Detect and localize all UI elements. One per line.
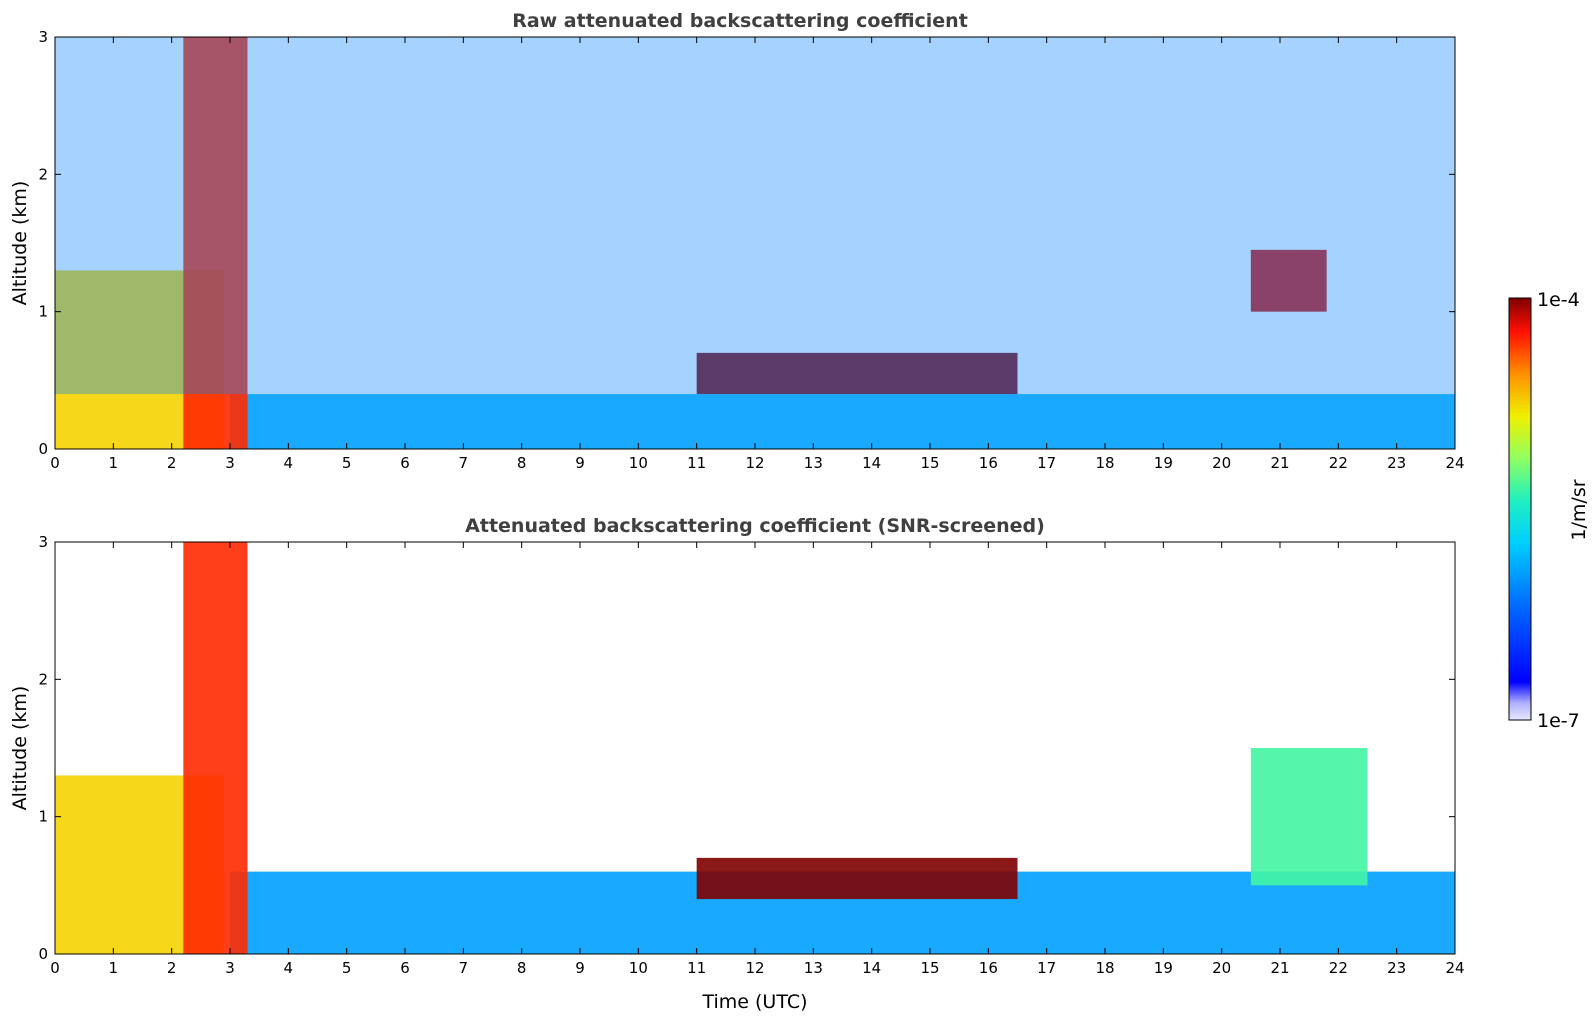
panel-screened-x-tick-label: 12 xyxy=(745,959,764,977)
panel-screened-x-tick-label: 9 xyxy=(575,959,585,977)
panel-screened-x-tick-label: 4 xyxy=(284,959,294,977)
panel-screened-y-tick-label: 0 xyxy=(38,945,48,963)
panel-raw: Raw attenuated backscattering coefficien… xyxy=(9,10,1465,472)
panel-screened-x-tick-label: 19 xyxy=(1154,959,1173,977)
panel-raw-x-tick-label: 13 xyxy=(804,454,823,472)
colorbar: 1e-4 1e-7 1/m/sr xyxy=(1508,289,1590,732)
panel-screened-feature-ascending-cloud xyxy=(183,542,248,954)
panel-raw-y-tick-label: 0 xyxy=(38,440,48,458)
panel-screened-y-tick-label: 3 xyxy=(38,533,48,551)
panel-raw-x-tick-label: 22 xyxy=(1329,454,1348,472)
panel-raw-heatmap xyxy=(55,37,1455,449)
colorbar-max-label: 1e-4 xyxy=(1537,289,1580,311)
panel-screened-x-tick-label: 1 xyxy=(109,959,119,977)
panel-screened-x-tick-label: 20 xyxy=(1212,959,1231,977)
panel-raw-x-tick-label: 11 xyxy=(687,454,706,472)
panel-screened-x-tick-label: 13 xyxy=(804,959,823,977)
panel-screened-x-tick-label: 5 xyxy=(342,959,352,977)
panel-screened-x-tick-label: 16 xyxy=(979,959,998,977)
panel-raw-feature-elevated-cloud xyxy=(1250,249,1327,312)
panel-screened-y-ticks: 0 1 2 3 xyxy=(38,533,1455,963)
panel-raw-feature-background-noise xyxy=(55,37,1455,395)
panel-raw-x-tick-label: 16 xyxy=(979,454,998,472)
colorbar-min-label: 1e-7 xyxy=(1537,710,1580,732)
panel-raw-feature-boundary-layer-aerosol xyxy=(230,394,1455,449)
panel-screened: Attenuated backscattering coefficient (S… xyxy=(9,515,1465,1013)
colorbar-gradient xyxy=(1508,297,1532,721)
panel-screened-x-label: Time (UTC) xyxy=(701,991,807,1013)
panel-screened-x-ticks: 0 1 2 3 4 5 6 7 8 9 10 11 12 13 14 15 16 17 18 19 20 21 22 23 24 xyxy=(50,542,1465,977)
panel-raw-y-tick-label: 3 xyxy=(38,28,48,46)
panel-raw-x-tick-label: 24 xyxy=(1445,454,1464,472)
panel-screened-x-tick-label: 8 xyxy=(517,959,527,977)
panel-screened-x-tick-label: 7 xyxy=(459,959,469,977)
panel-raw-x-tick-label: 3 xyxy=(225,454,235,472)
panel-screened-feature-elevated-cloud xyxy=(1250,748,1368,886)
panel-screened-heatmap xyxy=(55,542,1455,954)
panel-screened-title: Attenuated backscattering coefficient (S… xyxy=(465,515,1045,537)
panel-raw-x-tick-label: 8 xyxy=(517,454,527,472)
panel-screened-x-tick-label: 10 xyxy=(629,959,648,977)
panel-raw-y-ticks: 0 1 2 3 xyxy=(38,28,1455,458)
panel-raw-x-tick-label: 15 xyxy=(920,454,939,472)
panel-raw-y-label: Altitude (km) xyxy=(9,181,31,306)
panel-screened-x-tick-label: 24 xyxy=(1445,959,1464,977)
panel-raw-y-tick-label: 1 xyxy=(38,303,48,321)
panel-raw-title: Raw attenuated backscattering coefficien… xyxy=(512,10,968,32)
panel-screened-x-tick-label: 15 xyxy=(920,959,939,977)
panel-screened-y-tick-label: 2 xyxy=(38,670,48,688)
panel-raw-x-tick-label: 12 xyxy=(745,454,764,472)
panel-raw-x-tick-label: 1 xyxy=(109,454,119,472)
panel-raw-x-tick-label: 0 xyxy=(50,454,60,472)
panel-raw-x-tick-label: 4 xyxy=(284,454,294,472)
panel-raw-x-tick-label: 10 xyxy=(629,454,648,472)
panel-raw-x-tick-label: 20 xyxy=(1212,454,1231,472)
panel-raw-x-tick-label: 5 xyxy=(342,454,352,472)
panel-screened-x-tick-label: 6 xyxy=(400,959,410,977)
panel-raw-x-tick-label: 18 xyxy=(1095,454,1114,472)
panel-screened-x-tick-label: 23 xyxy=(1387,959,1406,977)
panel-raw-x-tick-label: 14 xyxy=(862,454,881,472)
panel-screened-x-tick-label: 11 xyxy=(687,959,706,977)
panel-screened-x-tick-label: 22 xyxy=(1329,959,1348,977)
panel-raw-x-tick-label: 9 xyxy=(575,454,585,472)
panel-raw-x-tick-label: 21 xyxy=(1270,454,1289,472)
panel-raw-feature-stratocumulus-layer xyxy=(696,352,1018,395)
panel-screened-x-tick-label: 0 xyxy=(50,959,60,977)
panel-screened-y-label: Altitude (km) xyxy=(9,686,31,811)
panel-raw-x-tick-label: 7 xyxy=(459,454,469,472)
panel-screened-x-tick-label: 14 xyxy=(862,959,881,977)
panel-raw-x-tick-label: 2 xyxy=(167,454,177,472)
panel-raw-y-tick-label: 2 xyxy=(38,165,48,183)
panel-raw-x-tick-label: 6 xyxy=(400,454,410,472)
panel-screened-x-tick-label: 21 xyxy=(1270,959,1289,977)
panel-screened-x-tick-label: 3 xyxy=(225,959,235,977)
panel-screened-x-tick-label: 2 xyxy=(167,959,177,977)
panel-raw-x-tick-label: 17 xyxy=(1037,454,1056,472)
colorbar-unit-label: 1/m/sr xyxy=(1568,479,1590,540)
panel-screened-feature-stratocumulus-layer xyxy=(696,857,1018,900)
panel-raw-x-ticks: 0 1 2 3 4 5 6 7 8 9 10 11 12 13 14 15 16 17 18 19 20 21 22 23 24 xyxy=(50,37,1465,472)
panel-screened-x-tick-label: 18 xyxy=(1095,959,1114,977)
panel-raw-feature-ascending-cloud xyxy=(183,37,248,449)
panel-raw-x-tick-label: 23 xyxy=(1387,454,1406,472)
panel-raw-x-tick-label: 19 xyxy=(1154,454,1173,472)
panel-screened-y-tick-label: 1 xyxy=(38,808,48,826)
panel-screened-x-tick-label: 17 xyxy=(1037,959,1056,977)
